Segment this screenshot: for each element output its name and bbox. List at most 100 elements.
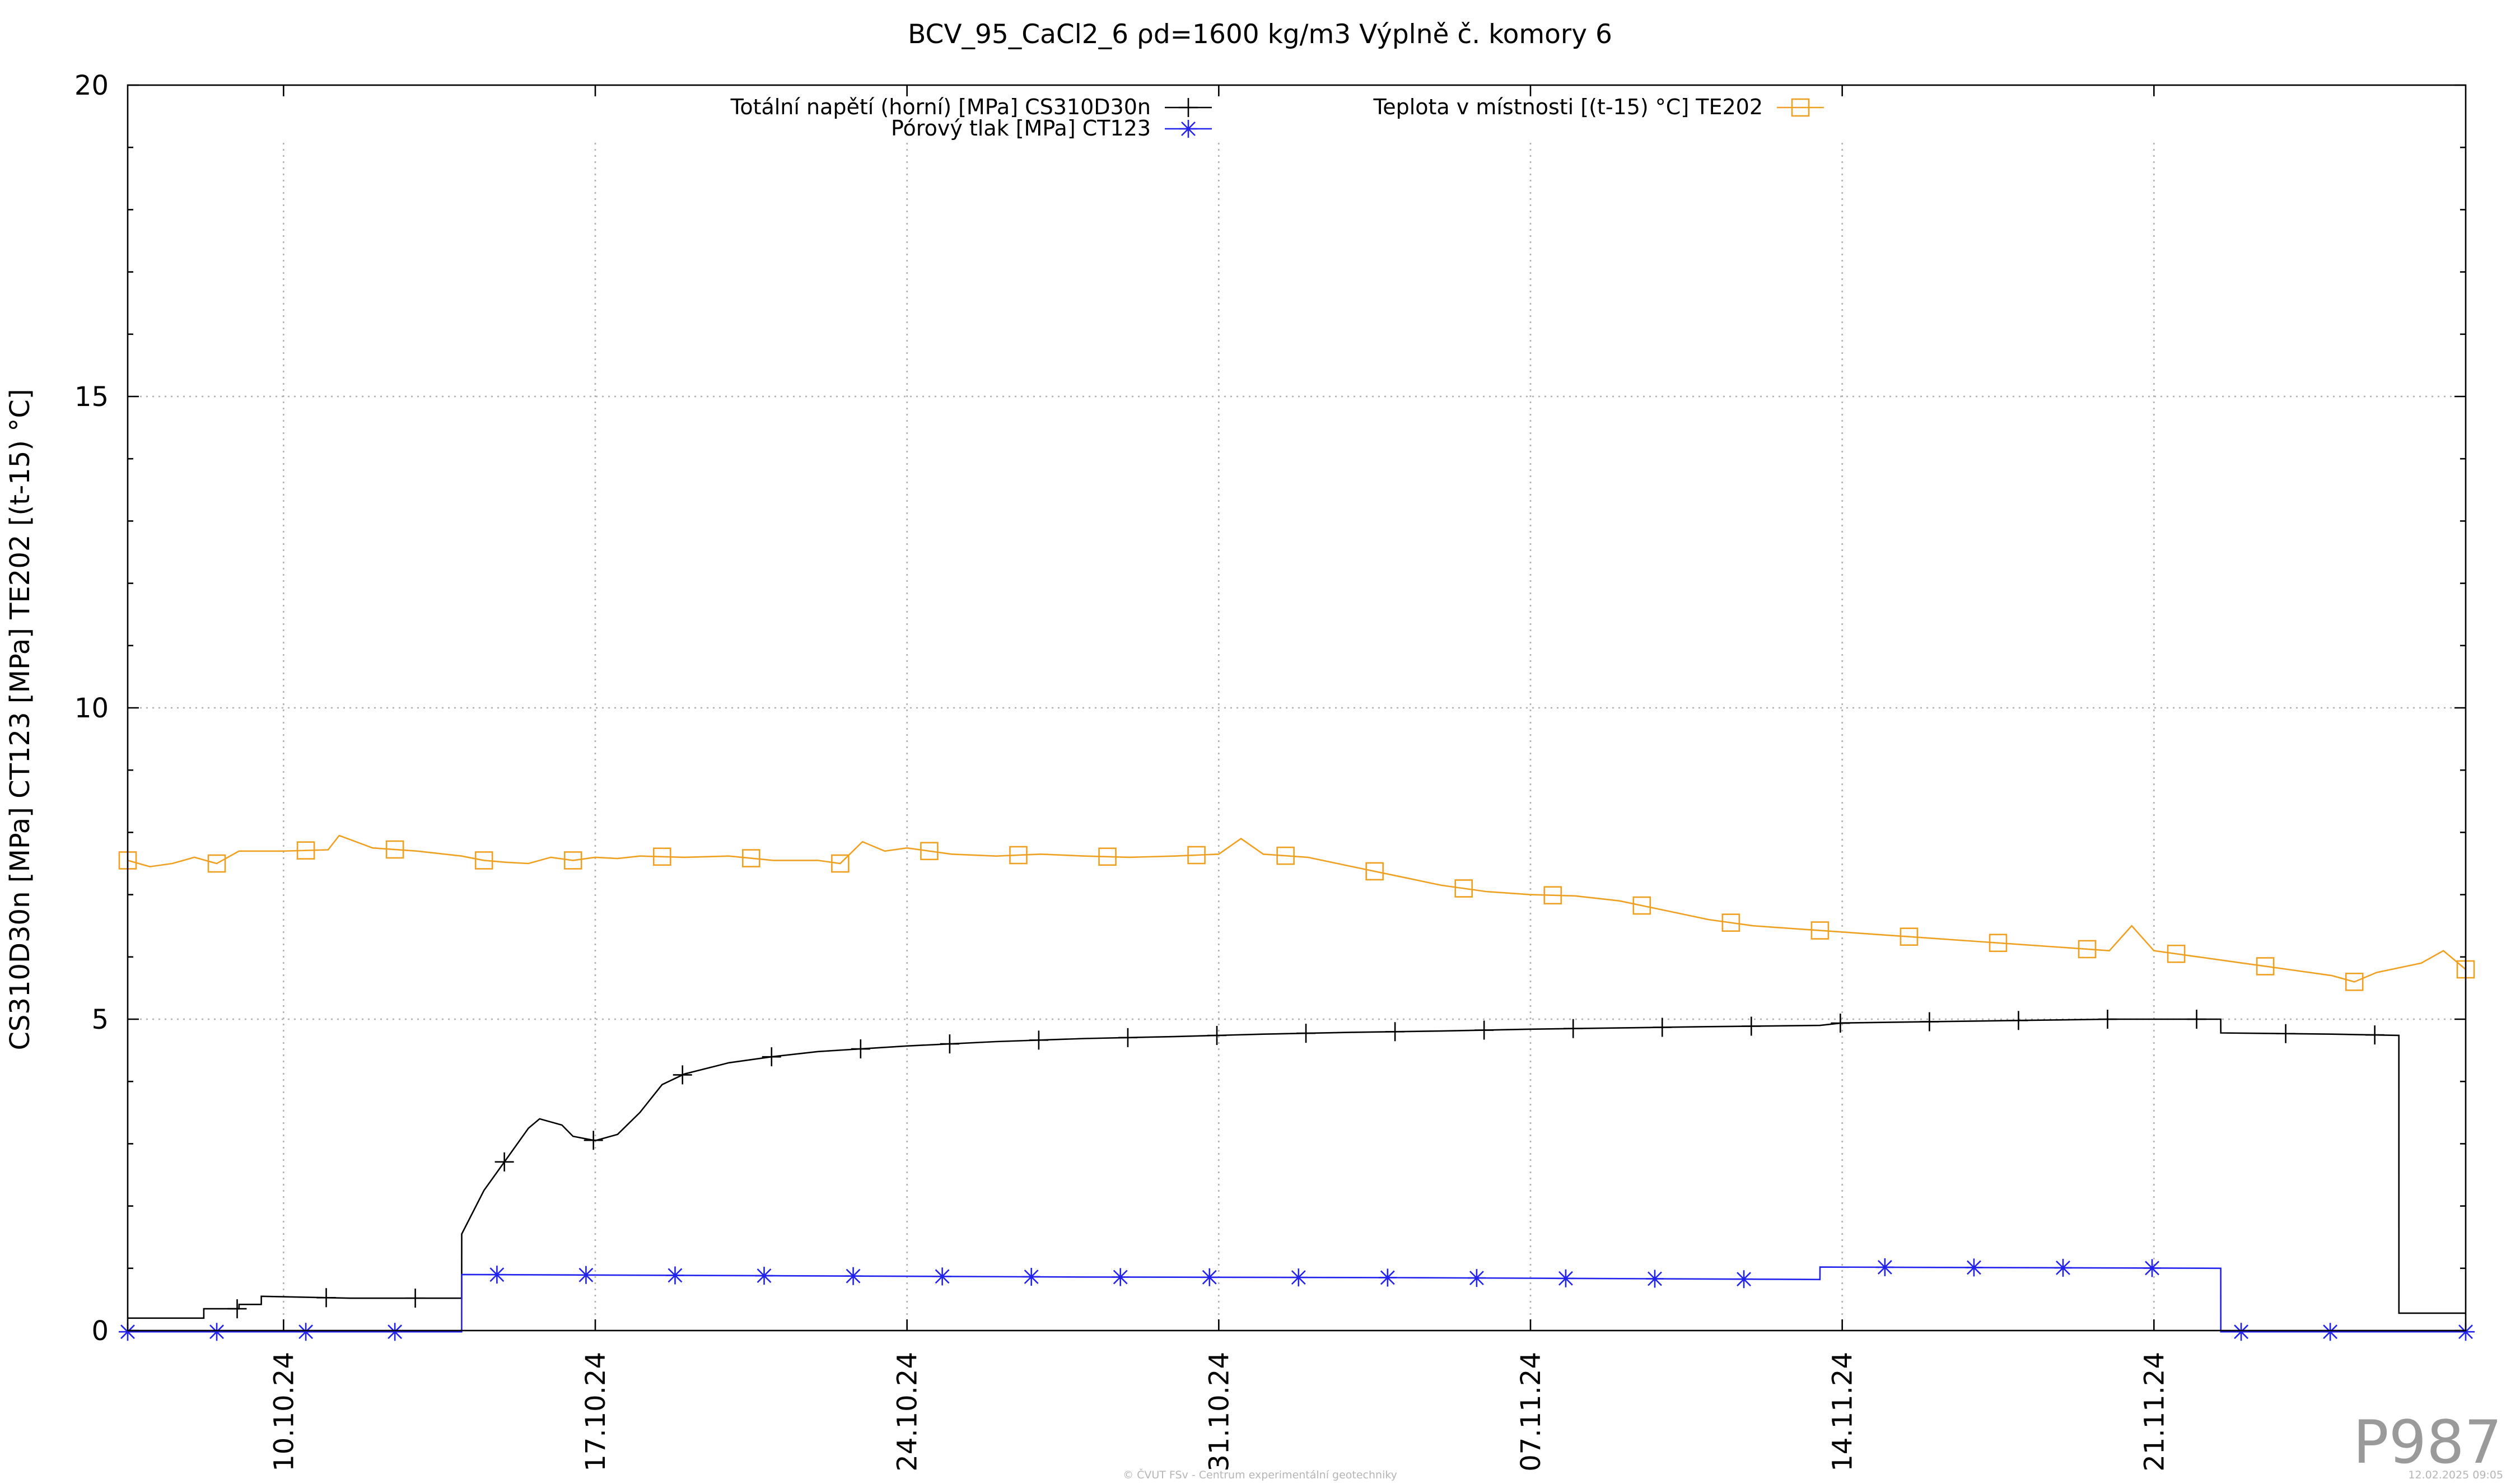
series-layer xyxy=(118,834,2475,1341)
star-marker xyxy=(1556,1269,1575,1287)
plus-marker xyxy=(851,1039,870,1059)
plus-marker xyxy=(2098,1010,2117,1029)
plus-marker xyxy=(405,1289,425,1308)
plus-marker xyxy=(1385,1022,1405,1042)
y-tick-label: 15 xyxy=(74,381,109,413)
plus-marker xyxy=(673,1065,692,1085)
square-marker xyxy=(563,851,582,870)
legend-label: Teplota v místnosti [(t-15) °C] TE202 xyxy=(1373,95,1763,119)
star-marker xyxy=(844,1267,862,1285)
star-marker xyxy=(297,1323,315,1341)
plus-marker xyxy=(1831,1014,1850,1033)
star-marker xyxy=(2143,1259,2162,1277)
plus-marker xyxy=(227,1299,247,1319)
star-marker xyxy=(933,1267,951,1286)
series-line xyxy=(128,1266,2466,1333)
square-marker xyxy=(831,854,850,873)
square-marker xyxy=(207,854,226,873)
star-marker xyxy=(1646,1270,1664,1288)
plus-marker xyxy=(1564,1019,1583,1038)
plus-marker xyxy=(2187,1010,2206,1029)
star-marker xyxy=(386,1323,404,1341)
footer-credit: © ČVUT FSv - Centrum experimentální geot… xyxy=(1123,1468,1397,1481)
legend-label: Pórový tlak [MPa] CT123 xyxy=(891,116,1151,141)
plus-marker xyxy=(1742,1016,1761,1036)
square-marker xyxy=(385,840,404,859)
plus-marker xyxy=(1179,98,1198,117)
star-marker xyxy=(2457,1323,2475,1341)
watermark: P987 xyxy=(2353,1408,2502,1477)
star-marker xyxy=(1200,1268,1219,1286)
plus-marker xyxy=(1029,1030,1048,1050)
plus-marker xyxy=(584,1131,603,1150)
plot-frame xyxy=(127,84,2467,1332)
star-marker xyxy=(755,1267,773,1285)
plus-marker xyxy=(940,1034,959,1054)
plus-marker xyxy=(762,1047,781,1067)
square-marker xyxy=(1810,921,1830,940)
star-marker xyxy=(488,1266,506,1284)
x-tick-label: 24.10.24 xyxy=(892,1352,923,1472)
series-line xyxy=(127,834,2466,983)
plus-marker xyxy=(2365,1025,2384,1045)
x-tick-label: 17.10.24 xyxy=(580,1352,612,1472)
square-marker xyxy=(1632,896,1651,915)
series-star xyxy=(119,1258,2475,1341)
plus-marker xyxy=(1207,1026,1227,1045)
square-marker xyxy=(1989,934,2008,953)
square-marker xyxy=(742,849,760,867)
y-tick-label: 20 xyxy=(74,70,109,101)
star-marker xyxy=(1179,120,1197,138)
star-marker xyxy=(1875,1258,1894,1276)
plus-marker xyxy=(316,1288,336,1308)
square-marker xyxy=(2345,972,2364,991)
square-marker xyxy=(1276,846,1295,865)
star-marker xyxy=(2321,1323,2340,1341)
plus-marker xyxy=(2009,1011,2028,1030)
square-marker xyxy=(296,841,315,860)
y-tick-label: 5 xyxy=(91,1004,109,1035)
square-marker xyxy=(1454,879,1473,898)
axis-ticks: 0 5 10 15 20 10.10.24 17.10.24 24.10.24 31.10.24… xyxy=(74,70,2466,1472)
series-plus xyxy=(128,1010,2466,1319)
legend: Totální napětí (horní) [MPa] CS310D30nPó… xyxy=(730,95,1824,141)
x-tick-label: 10.10.24 xyxy=(268,1352,300,1472)
plus-marker xyxy=(1474,1020,1494,1040)
plus-marker xyxy=(494,1152,514,1172)
plus-marker xyxy=(1118,1028,1137,1047)
square-marker xyxy=(1098,847,1117,866)
star-marker xyxy=(1735,1270,1753,1289)
plus-marker xyxy=(1653,1018,1672,1037)
legend-label: Totální napětí (horní) [MPa] CS310D30n xyxy=(730,95,1151,119)
square-marker xyxy=(1009,846,1028,865)
star-marker xyxy=(208,1323,226,1341)
square-marker xyxy=(1900,927,1919,946)
star-marker xyxy=(1467,1269,1486,1287)
square-marker xyxy=(2167,944,2186,963)
square-marker xyxy=(2078,940,2097,959)
chart-title: BCV_95_CaCl2_6 ρd=1600 kg/m3 Výplně č. k… xyxy=(908,19,1612,50)
y-axis-label: CS310D30n [MPa] CT123 [MPa] TE202 [(t-15… xyxy=(4,389,36,1050)
series-square xyxy=(118,834,2475,991)
square-marker xyxy=(1543,886,1562,905)
square-marker xyxy=(1365,862,1384,881)
star-marker xyxy=(666,1266,684,1285)
plus-marker xyxy=(1296,1024,1316,1043)
star-marker xyxy=(1378,1268,1397,1287)
y-tick-label: 10 xyxy=(74,693,109,724)
square-marker xyxy=(652,847,671,866)
star-marker xyxy=(1964,1258,1983,1277)
star-marker xyxy=(1111,1268,1130,1286)
star-marker xyxy=(1289,1268,1308,1287)
square-marker xyxy=(2256,957,2275,976)
x-tick-label: 14.11.24 xyxy=(1827,1352,1859,1472)
star-marker xyxy=(2054,1258,2072,1277)
x-tick-label: 21.11.24 xyxy=(2139,1352,2170,1472)
square-marker xyxy=(920,842,939,861)
x-tick-label: 07.11.24 xyxy=(1515,1352,1547,1472)
grid xyxy=(128,143,2466,1331)
square-marker xyxy=(1721,913,1740,932)
square-marker xyxy=(1187,846,1206,865)
plus-marker xyxy=(1920,1012,1939,1032)
